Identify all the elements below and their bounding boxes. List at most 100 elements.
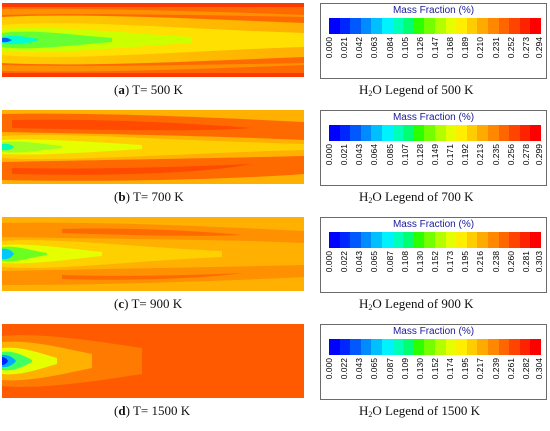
tick-label: 0.128 [414, 144, 425, 166]
tick-label: 0.000 [324, 251, 334, 273]
colorbar-500k [329, 18, 541, 34]
tick-label: 0.043 [354, 358, 365, 380]
colorbar-swatch [329, 232, 340, 248]
colorbar-swatch [403, 18, 414, 34]
tick-label: 0.273 [520, 37, 531, 59]
colorbar-swatch [487, 232, 499, 248]
colorbar-swatch [456, 18, 467, 34]
colorbar-swatch [456, 339, 467, 355]
legend-title-900k: Mass Fraction (%) [392, 219, 475, 230]
tick-label: 0.130 [414, 251, 425, 273]
colorbar-swatch [519, 232, 531, 248]
legend-caption-text: H [359, 82, 369, 97]
colorbar-swatch [371, 232, 382, 248]
colorbar-swatch [498, 18, 510, 34]
tick-label: 0.065 [369, 358, 380, 380]
colorbar-swatch [509, 232, 520, 248]
panel-b: (b) T= 700 K Mass Fraction (%) 0.000 0.02… [0, 107, 550, 215]
colorbar-swatch [350, 18, 361, 34]
colorbar-swatch [487, 125, 499, 141]
colorbar-swatch [339, 18, 351, 34]
tick-label: 0.189 [460, 37, 471, 59]
condition-1500k: T= 1500 K [132, 403, 191, 418]
tick-label: 0.087 [384, 358, 395, 380]
colorbar-swatch [445, 18, 457, 34]
tick-label: 0.252 [505, 37, 516, 59]
tick-label: 0.064 [369, 144, 380, 166]
caption-500k: (a) T= 500 K [114, 82, 183, 97]
caption-900k: (c) T= 900 K [114, 296, 183, 311]
colorbar-swatch [360, 125, 372, 141]
colorbar-swatch [498, 232, 510, 248]
colorbar-swatch [392, 339, 404, 355]
colorbar-swatch [445, 339, 457, 355]
legend-1500k: Mass Fraction (%) 0.000 0.022 0.043 0.065 0.… [320, 324, 547, 400]
tick-label: 0.231 [490, 37, 501, 59]
colorbar-swatch [498, 339, 510, 355]
colorbar-swatch [509, 339, 520, 355]
tick-label: 0.213 [475, 144, 486, 166]
colorbar-swatch [519, 125, 531, 141]
tick-label: 0.000 [324, 358, 334, 380]
contour-plot-500k [2, 3, 304, 77]
contour-plot-900k [2, 217, 304, 291]
colorbar-900k [329, 232, 541, 248]
colorbar-swatch [413, 125, 425, 141]
legend-caption-subscript: 2 [368, 410, 373, 419]
colorbar-swatch [371, 125, 382, 141]
tick-label: 0.217 [475, 358, 486, 380]
tick-label: 0.130 [414, 358, 425, 380]
colorbar-swatch [360, 339, 372, 355]
tick-label: 0.108 [399, 251, 410, 273]
colorbar-swatch [487, 18, 499, 34]
colorbar-swatch [530, 339, 541, 355]
colorbar-700k [329, 125, 541, 141]
legend-caption-700k: H2O Legend of 700 K [359, 189, 473, 205]
tick-label: 0.278 [520, 144, 531, 166]
colorbar-swatch [329, 339, 340, 355]
colorbar-swatch [392, 18, 404, 34]
legend-title-1500k: Mass Fraction (%) [392, 326, 475, 337]
tick-label: 0.043 [354, 144, 365, 166]
tick-label: 0.043 [354, 251, 365, 273]
tick-label: 0.105 [399, 37, 410, 59]
legend-500k: Mass Fraction (%) 0.000 0.021 0.042 0.063 0.… [320, 3, 547, 79]
colorbar-swatch [371, 339, 382, 355]
colorbar-swatch [530, 18, 541, 34]
legend-caption-subscript: 2 [368, 89, 373, 98]
colorbar-swatch [477, 339, 488, 355]
tick-label: 0.260 [505, 251, 516, 273]
legend-caption-text: O Legend of 700 K [372, 189, 474, 204]
tick-label: 0.256 [505, 144, 516, 166]
tick-label: 0.147 [430, 37, 440, 59]
colorbar-swatch [424, 232, 435, 248]
colorbar-swatch [403, 232, 414, 248]
colorbar-swatch [339, 232, 351, 248]
tick-label: 0.294 [534, 37, 544, 59]
tick-label: 0.216 [475, 251, 486, 273]
tick-label: 0.021 [339, 37, 350, 59]
legend-700k: Mass Fraction (%) 0.000 0.021 0.043 0.064 0.… [320, 110, 547, 186]
panel-d: (d) T= 1500 K Mass Fraction (%) 0.000 0.0… [0, 321, 550, 429]
condition-900k: T= 900 K [131, 296, 183, 311]
tick-label: 0.152 [430, 358, 440, 380]
colorbar-swatch [456, 232, 467, 248]
colorbar-swatch [329, 125, 340, 141]
colorbar-swatch [477, 18, 488, 34]
tick-label: 0.192 [460, 144, 471, 166]
tick-label: 0.022 [339, 358, 350, 380]
tick-label: 0.210 [475, 37, 486, 59]
legend-title-500k: Mass Fraction (%) [392, 5, 475, 16]
colorbar-swatch [350, 339, 361, 355]
colorbar-swatch [466, 125, 478, 141]
panel-letter-d: d [118, 403, 126, 418]
tick-label: 0.238 [490, 251, 501, 273]
colorbar-swatch [350, 232, 361, 248]
colorbar-swatch [392, 125, 404, 141]
legend-900k: Mass Fraction (%) 0.000 0.022 0.043 0.065 0.… [320, 217, 547, 293]
tick-label: 0.022 [339, 251, 350, 273]
legend-caption-text: H [359, 403, 369, 418]
legend-caption-500k: H2O Legend of 500 K [359, 82, 473, 98]
panel-letter-c: c [118, 296, 125, 311]
panel-a: (a) T= 500 K Mass Fraction (%) 0.000 0.02… [0, 0, 550, 108]
